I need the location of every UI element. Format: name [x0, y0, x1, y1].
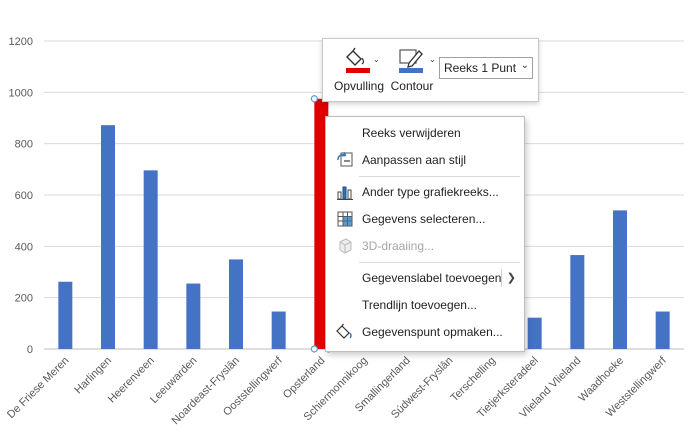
- bar-selected[interactable]: [314, 98, 329, 349]
- y-tick-label: 1000: [9, 87, 33, 99]
- x-tick-label: Opsterland: [281, 355, 328, 402]
- menu-item-label: Gegevenslabel toevoegen: [362, 271, 502, 285]
- bar[interactable]: [655, 311, 670, 349]
- mini-toolbar: ⌄ Opvulling ⌄ Contour Reeks 1 Punt "O ⌄: [322, 38, 539, 102]
- y-axis-ticks: 0 200 400 600 800 1000 1200: [9, 36, 33, 356]
- y-tick-label: 0: [27, 344, 33, 356]
- x-tick-label: Harlingen: [72, 355, 114, 397]
- menu-item-label: 3D-draaiing...: [362, 239, 435, 253]
- menu-item-select-data[interactable]: Gegevens selecteren...: [326, 206, 524, 232]
- submenu-divider: [501, 269, 502, 287]
- y-tick-label: 600: [15, 190, 33, 202]
- bar[interactable]: [186, 283, 201, 349]
- series-select[interactable]: Reeks 1 Punt "O ⌄: [439, 57, 533, 79]
- chart-type-icon: [337, 186, 353, 200]
- 3d-rotation-icon: [339, 238, 352, 254]
- pencil-icon: [399, 49, 423, 73]
- selection-handle[interactable]: [310, 95, 318, 103]
- fill-button[interactable]: ⌄ Opvulling: [329, 43, 389, 97]
- y-tick-label: 800: [15, 139, 33, 151]
- menu-item-label: Gegevens selecteren...: [362, 212, 486, 226]
- bar[interactable]: [527, 317, 542, 349]
- format-paint-icon: [336, 323, 352, 339]
- paint-bucket-icon: [346, 47, 370, 73]
- fill-label: Opvulling: [333, 79, 385, 93]
- y-tick-label: 200: [15, 293, 33, 305]
- chevron-down-icon[interactable]: ⌄: [373, 55, 380, 64]
- fill-color-swatch: [346, 68, 370, 73]
- bar[interactable]: [143, 170, 158, 349]
- menu-item-change-chart-type[interactable]: Ander type grafiekreeks...: [326, 179, 524, 205]
- menu-item-label: Trendlijn toevoegen...: [362, 298, 477, 312]
- series-select-value: Reeks 1 Punt "O: [444, 61, 520, 75]
- bar[interactable]: [229, 259, 243, 349]
- menu-item-label: Gegevenspunt opmaken...: [362, 325, 503, 339]
- select-data-icon: [337, 211, 353, 227]
- bar[interactable]: [101, 125, 115, 349]
- x-tick-label: De Friese Meren: [5, 355, 71, 421]
- chevron-right-icon[interactable]: ❯: [506, 272, 516, 284]
- bar[interactable]: [613, 210, 627, 349]
- menu-separator: [359, 262, 520, 263]
- menu-item-add-trendline[interactable]: Trendlijn toevoegen...: [326, 292, 524, 318]
- menu-item-add-data-label[interactable]: Gegevenslabel toevoegen ❯: [326, 265, 524, 291]
- bar[interactable]: [58, 281, 73, 349]
- outline-label: Contour: [390, 79, 434, 93]
- menu-item-label: Reeks verwijderen: [362, 126, 461, 140]
- y-tick-label: 1200: [9, 36, 33, 48]
- menu-item-delete-series[interactable]: Reeks verwijderen: [326, 120, 524, 146]
- chevron-down-icon[interactable]: ⌄: [429, 55, 436, 64]
- menu-item-label: Ander type grafiekreeks...: [362, 185, 499, 199]
- context-menu: Reeks verwijderen Aanpassen aan stijl An…: [325, 116, 525, 352]
- bar[interactable]: [271, 311, 286, 349]
- menu-item-format-data-point[interactable]: Gegevenspunt opmaken...: [326, 319, 524, 345]
- y-tick-label: 400: [15, 241, 33, 253]
- menu-separator: [359, 176, 520, 177]
- reset-style-icon: [337, 151, 353, 167]
- selection-handle[interactable]: [310, 345, 318, 353]
- menu-item-3d-rotation: 3D-draaiing...: [326, 233, 524, 259]
- outline-color-swatch: [399, 68, 423, 73]
- menu-item-label: Aanpassen aan stijl: [362, 153, 467, 167]
- menu-item-reset-style[interactable]: Aanpassen aan stijl: [326, 147, 524, 173]
- bar[interactable]: [570, 255, 585, 349]
- chevron-down-icon[interactable]: ⌄: [520, 60, 529, 71]
- outline-button[interactable]: ⌄ Contour: [387, 43, 437, 97]
- x-axis-ticks: De Friese Meren HarlingenHeerenveenLeeuwa…: [5, 354, 669, 427]
- bars[interactable]: [58, 98, 670, 349]
